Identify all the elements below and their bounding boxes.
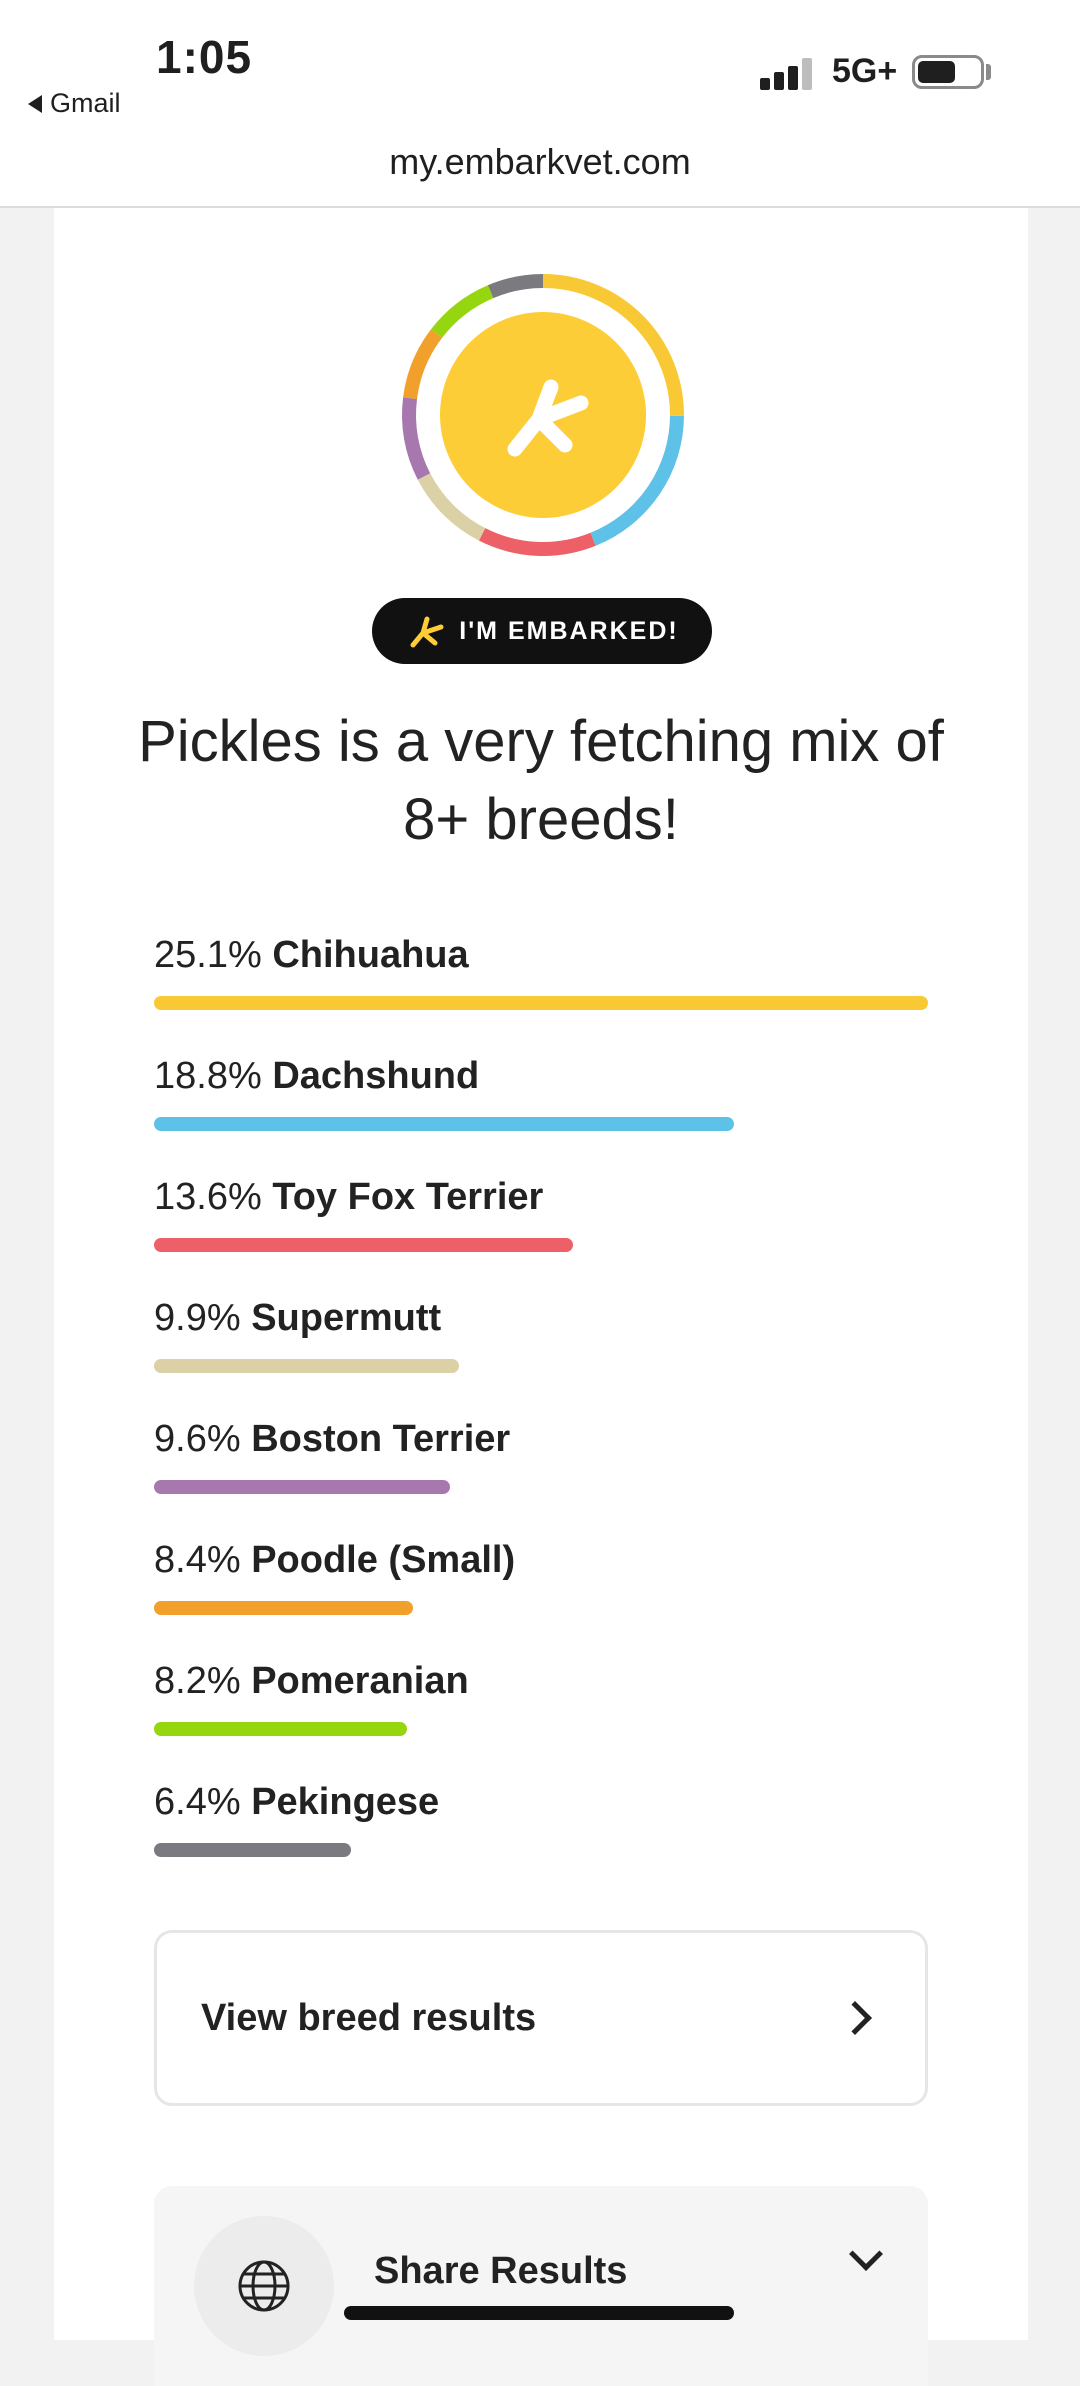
breed-row: 6.4% Pekingese xyxy=(154,1777,928,1898)
signal-icon xyxy=(760,56,816,90)
breed-label: 6.4% Pekingese xyxy=(154,1777,928,1827)
results-headline: Pickles is a very fetching mix of 8+ bre… xyxy=(138,709,944,852)
donut-segment xyxy=(403,329,443,400)
breed-list: 25.1% Chihuahua 18.8% Dachshund 13.6% Toy … xyxy=(154,930,928,1898)
back-app-label: Gmail xyxy=(50,88,121,118)
battery-cap xyxy=(986,64,991,80)
view-breed-results-label: View breed results xyxy=(201,1996,537,2039)
breed-bar xyxy=(154,996,928,1010)
donut-segment xyxy=(431,285,494,338)
breed-percentage: 8.4% xyxy=(154,1539,241,1581)
breed-bar xyxy=(154,1601,413,1615)
breed-name: Pomeranian xyxy=(251,1660,469,1702)
battery-icon xyxy=(912,55,984,89)
chevron-right-icon xyxy=(838,2001,872,2035)
breed-name: Poodle (Small) xyxy=(251,1539,516,1581)
breed-label: 18.8% Dachshund xyxy=(154,1051,928,1101)
breed-percentage: 25.1% xyxy=(154,934,262,976)
breed-percentage: 6.4% xyxy=(154,1781,241,1823)
breed-label: 8.4% Poodle (Small) xyxy=(154,1535,928,1585)
back-to-app-link[interactable]: Gmail xyxy=(28,88,121,119)
share-results-label: Share Results xyxy=(374,2250,628,2292)
donut-segment xyxy=(402,397,431,480)
breed-bar xyxy=(154,1238,573,1252)
donut-segment xyxy=(487,274,544,299)
breed-percentage: 9.9% xyxy=(154,1297,241,1339)
embark-logo-icon xyxy=(507,379,589,457)
donut-segment xyxy=(590,415,684,546)
donut-segment xyxy=(542,274,684,416)
view-breed-results-button[interactable]: View breed results xyxy=(154,1930,928,2106)
home-indicator xyxy=(344,2306,734,2320)
breed-label: 8.2% Pomeranian xyxy=(154,1656,928,1706)
share-results-panel[interactable]: Share Results xyxy=(154,2186,928,2386)
donut-segment xyxy=(417,473,486,541)
donut-segment xyxy=(478,528,596,556)
breed-label: 9.6% Boston Terrier xyxy=(154,1414,928,1464)
breed-bar xyxy=(154,1722,407,1736)
breed-donut-chart xyxy=(402,274,684,556)
globe-icon-wrap xyxy=(194,2216,334,2356)
breed-name: Dachshund xyxy=(272,1055,480,1097)
breed-bar xyxy=(154,1117,734,1131)
breed-bar xyxy=(154,1480,450,1494)
status-bar: 1:05 Gmail 5G+ xyxy=(0,0,1080,140)
breed-row: 8.4% Poodle (Small) xyxy=(154,1535,928,1656)
embark-logo-icon xyxy=(410,616,444,648)
breed-row: 9.6% Boston Terrier xyxy=(154,1414,928,1535)
breed-bar xyxy=(154,1843,351,1857)
breed-label: 13.6% Toy Fox Terrier xyxy=(154,1172,928,1222)
back-arrow-icon xyxy=(28,94,42,113)
chevron-down-icon[interactable] xyxy=(849,2237,883,2271)
breed-row: 13.6% Toy Fox Terrier xyxy=(154,1172,928,1293)
breed-name: Pekingese xyxy=(251,1781,440,1823)
breed-name: Chihuahua xyxy=(272,934,469,976)
breed-row: 9.9% Supermutt xyxy=(154,1293,928,1414)
breed-bar xyxy=(154,1359,459,1373)
globe-icon xyxy=(238,2260,290,2312)
breed-percentage: 18.8% xyxy=(154,1055,262,1097)
badge-label: I'M EMBARKED! xyxy=(459,616,679,645)
status-time: 1:05 xyxy=(156,31,253,83)
breed-label: 25.1% Chihuahua xyxy=(154,930,928,980)
breed-row: 8.2% Pomeranian xyxy=(154,1656,928,1777)
breed-percentage: 8.2% xyxy=(154,1660,241,1702)
results-card: I'M EMBARKED! Pickles is a very fetching… xyxy=(54,208,1028,2386)
url-text: my.embarkvet.com xyxy=(389,141,691,182)
network-type: 5G+ xyxy=(832,52,898,90)
breed-row: 25.1% Chihuahua xyxy=(154,930,928,1051)
breed-row: 18.8% Dachshund xyxy=(154,1051,928,1172)
url-bar[interactable]: my.embarkvet.com xyxy=(0,140,1080,208)
breed-label: 9.9% Supermutt xyxy=(154,1293,928,1343)
breed-name: Supermutt xyxy=(251,1297,442,1339)
embarked-badge: I'M EMBARKED! xyxy=(372,598,712,664)
breed-percentage: 9.6% xyxy=(154,1418,241,1460)
breed-name: Boston Terrier xyxy=(251,1418,511,1460)
breed-percentage: 13.6% xyxy=(154,1176,262,1218)
breed-name: Toy Fox Terrier xyxy=(272,1176,544,1218)
